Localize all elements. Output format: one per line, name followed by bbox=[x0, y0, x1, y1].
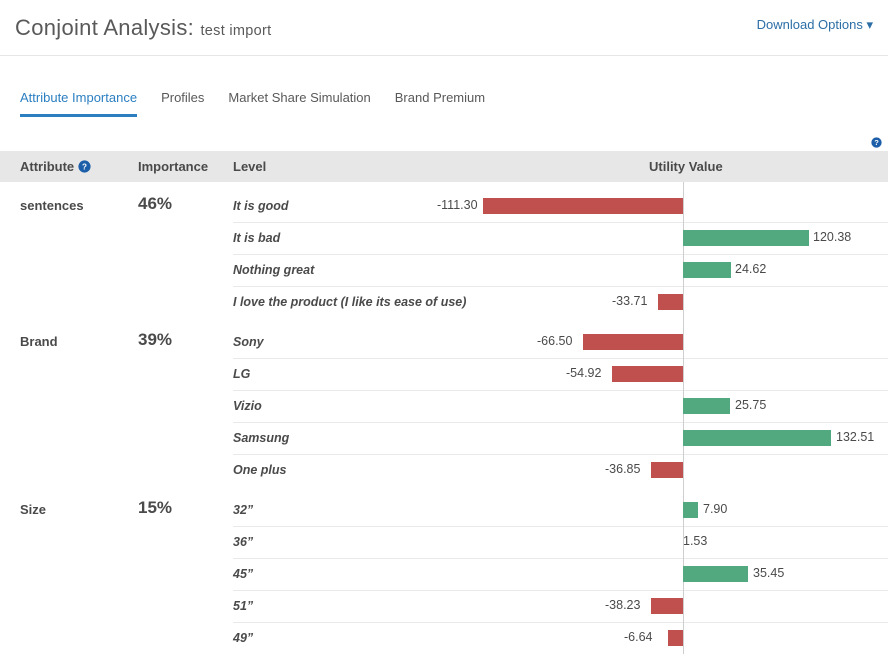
svg-text:?: ? bbox=[874, 138, 879, 147]
svg-text:?: ? bbox=[82, 162, 87, 171]
